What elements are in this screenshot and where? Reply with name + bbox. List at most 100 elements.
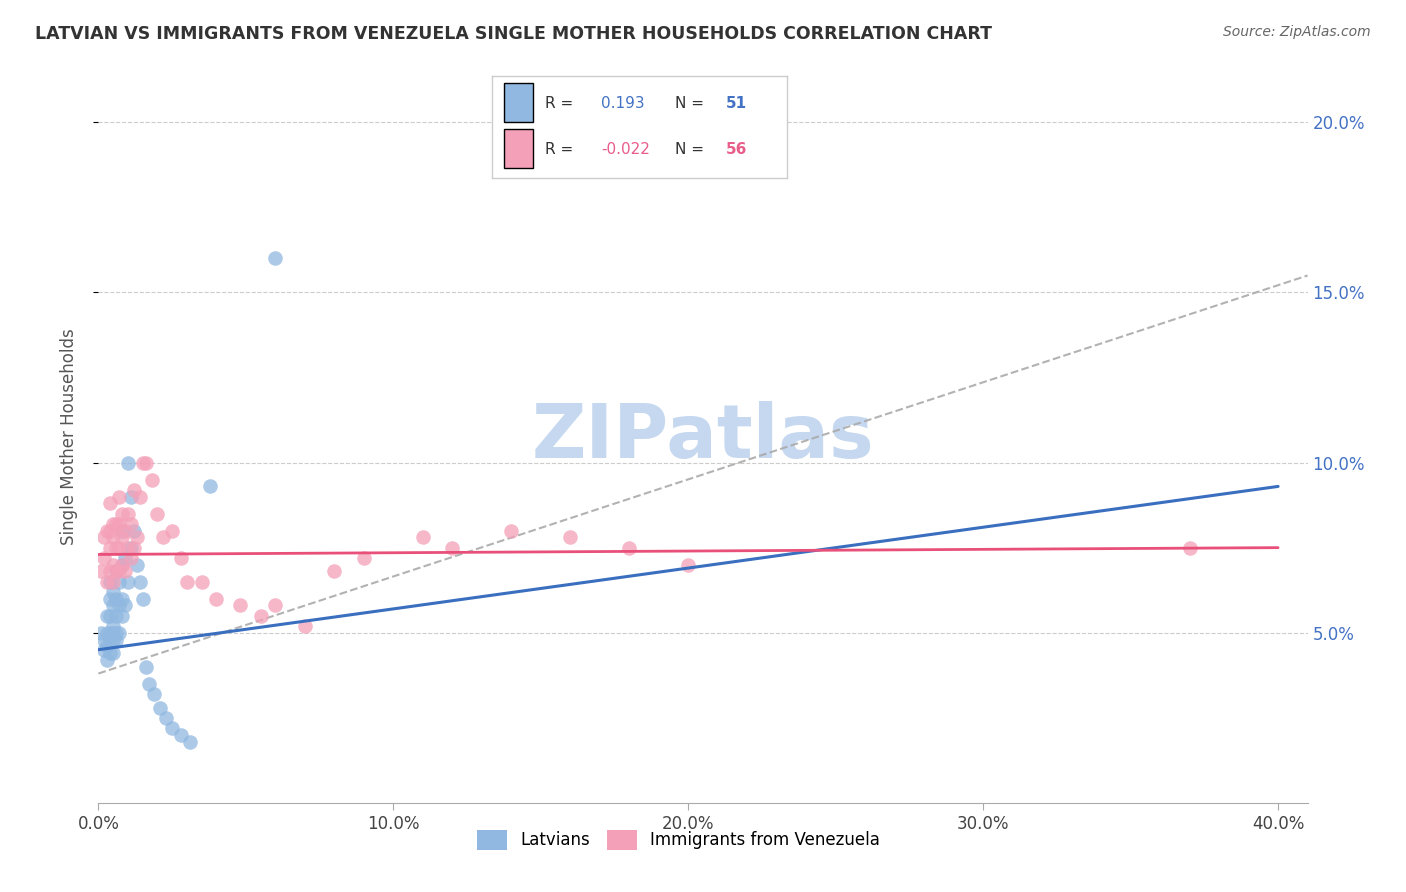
Point bbox=[190, 574, 212, 589]
Point bbox=[108, 565, 131, 579]
Point bbox=[111, 591, 134, 606]
Legend: Latvians, Immigrants from Venezuela: Latvians, Immigrants from Venezuela bbox=[471, 823, 887, 856]
Point bbox=[501, 524, 523, 538]
Point bbox=[114, 599, 136, 613]
Point bbox=[93, 642, 115, 657]
Point bbox=[619, 541, 641, 555]
Point bbox=[98, 625, 121, 640]
Point bbox=[412, 531, 434, 545]
Point bbox=[114, 565, 136, 579]
Point bbox=[125, 558, 148, 572]
Point bbox=[96, 524, 118, 538]
Point bbox=[93, 632, 115, 647]
Point bbox=[125, 531, 148, 545]
Point bbox=[264, 252, 287, 266]
Point bbox=[353, 550, 375, 565]
Point bbox=[98, 574, 121, 589]
Point bbox=[131, 456, 153, 470]
Point bbox=[101, 599, 124, 613]
FancyBboxPatch shape bbox=[503, 129, 533, 168]
Point bbox=[122, 483, 145, 497]
Point bbox=[105, 608, 128, 623]
Point bbox=[105, 625, 128, 640]
Point bbox=[105, 516, 128, 531]
Point bbox=[114, 524, 136, 538]
Point bbox=[90, 565, 112, 579]
Point bbox=[117, 541, 139, 555]
Point bbox=[294, 619, 316, 633]
Point bbox=[101, 574, 124, 589]
Point bbox=[101, 558, 124, 572]
Point bbox=[122, 524, 145, 538]
Point bbox=[108, 541, 131, 555]
Point bbox=[678, 558, 700, 572]
Point bbox=[149, 700, 172, 714]
Point bbox=[560, 531, 582, 545]
Point bbox=[323, 565, 346, 579]
Point bbox=[98, 632, 121, 647]
Point bbox=[200, 479, 222, 493]
Point bbox=[249, 608, 271, 623]
Point bbox=[101, 585, 124, 599]
Point bbox=[205, 591, 228, 606]
Point bbox=[108, 599, 131, 613]
Point bbox=[105, 565, 128, 579]
Point bbox=[117, 507, 139, 521]
Point bbox=[179, 734, 201, 748]
Point bbox=[128, 574, 150, 589]
Point bbox=[117, 456, 139, 470]
Point bbox=[101, 625, 124, 640]
Point bbox=[96, 653, 118, 667]
Point bbox=[108, 490, 131, 504]
Point bbox=[122, 541, 145, 555]
Point bbox=[141, 473, 163, 487]
Point bbox=[1178, 541, 1201, 555]
Point bbox=[105, 632, 128, 647]
Point bbox=[128, 490, 150, 504]
Text: 56: 56 bbox=[725, 142, 747, 157]
Point bbox=[441, 541, 464, 555]
Point bbox=[111, 558, 134, 572]
Point bbox=[152, 531, 174, 545]
Text: 0.193: 0.193 bbox=[602, 96, 645, 111]
Point bbox=[98, 608, 121, 623]
Point bbox=[176, 574, 198, 589]
Point bbox=[98, 524, 121, 538]
Point bbox=[101, 632, 124, 647]
Point bbox=[96, 625, 118, 640]
Point bbox=[96, 640, 118, 654]
Point bbox=[101, 531, 124, 545]
Point bbox=[105, 541, 128, 555]
Point bbox=[111, 524, 134, 538]
Point bbox=[135, 659, 157, 673]
Point bbox=[111, 531, 134, 545]
Text: N =: N = bbox=[675, 142, 704, 157]
Point bbox=[111, 558, 134, 572]
Point bbox=[120, 516, 142, 531]
Point bbox=[117, 574, 139, 589]
Text: 51: 51 bbox=[725, 96, 747, 111]
Point bbox=[98, 541, 121, 555]
Point bbox=[98, 496, 121, 510]
Point bbox=[138, 677, 160, 691]
Point bbox=[108, 625, 131, 640]
Point bbox=[108, 574, 131, 589]
Point bbox=[98, 591, 121, 606]
Point bbox=[105, 565, 128, 579]
Point bbox=[120, 550, 142, 565]
Text: R =: R = bbox=[546, 142, 574, 157]
Point bbox=[131, 591, 153, 606]
Text: Source: ZipAtlas.com: Source: ZipAtlas.com bbox=[1223, 25, 1371, 39]
Point bbox=[101, 619, 124, 633]
Point bbox=[101, 516, 124, 531]
Y-axis label: Single Mother Households: Single Mother Households bbox=[59, 329, 77, 545]
Point bbox=[111, 507, 134, 521]
Text: LATVIAN VS IMMIGRANTS FROM VENEZUELA SINGLE MOTHER HOUSEHOLDS CORRELATION CHART: LATVIAN VS IMMIGRANTS FROM VENEZUELA SIN… bbox=[35, 25, 993, 43]
Point bbox=[108, 516, 131, 531]
Point bbox=[170, 728, 193, 742]
Point bbox=[98, 646, 121, 660]
Point bbox=[111, 608, 134, 623]
Point bbox=[170, 550, 193, 565]
Point bbox=[264, 599, 287, 613]
FancyBboxPatch shape bbox=[503, 83, 533, 122]
